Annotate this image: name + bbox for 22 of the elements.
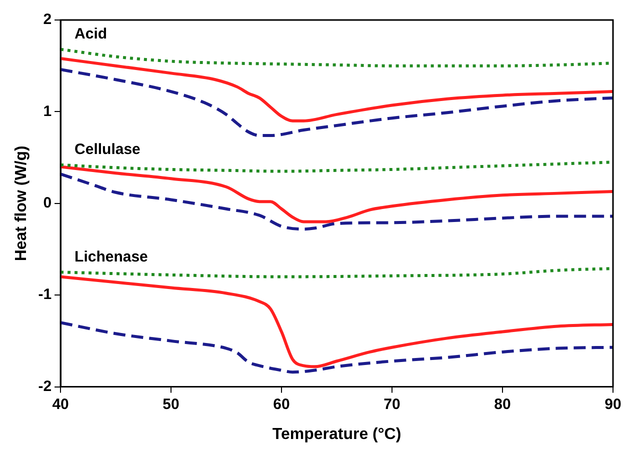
x-axis-title: Temperature (°C) (272, 426, 402, 443)
line-series (60, 68, 613, 138)
line-series (60, 57, 613, 122)
y-tick-label: 1 (43, 102, 52, 120)
y-tick-label: -2 (38, 378, 52, 395)
x-tick-label: 60 (273, 396, 290, 413)
annotation: Acid (74, 25, 108, 42)
y-tick-label: -1 (38, 286, 52, 304)
x-tick-label: 40 (52, 396, 69, 413)
y-tick-label: 2 (43, 11, 52, 28)
x-tick-label: 70 (384, 396, 400, 413)
x-tick-label: 80 (494, 396, 511, 413)
y-axis-title: Heat flow (W/g) (13, 146, 30, 262)
line-series (60, 172, 613, 231)
x-tick-label: 50 (162, 396, 180, 413)
line-series (60, 321, 613, 374)
line-series (60, 165, 613, 224)
y-tick-label: 0 (43, 194, 52, 212)
annotation: Cellulase (74, 141, 140, 158)
x-tick-label: 90 (604, 396, 622, 413)
line-series (60, 275, 613, 368)
annotation: Lichenase (74, 248, 148, 266)
